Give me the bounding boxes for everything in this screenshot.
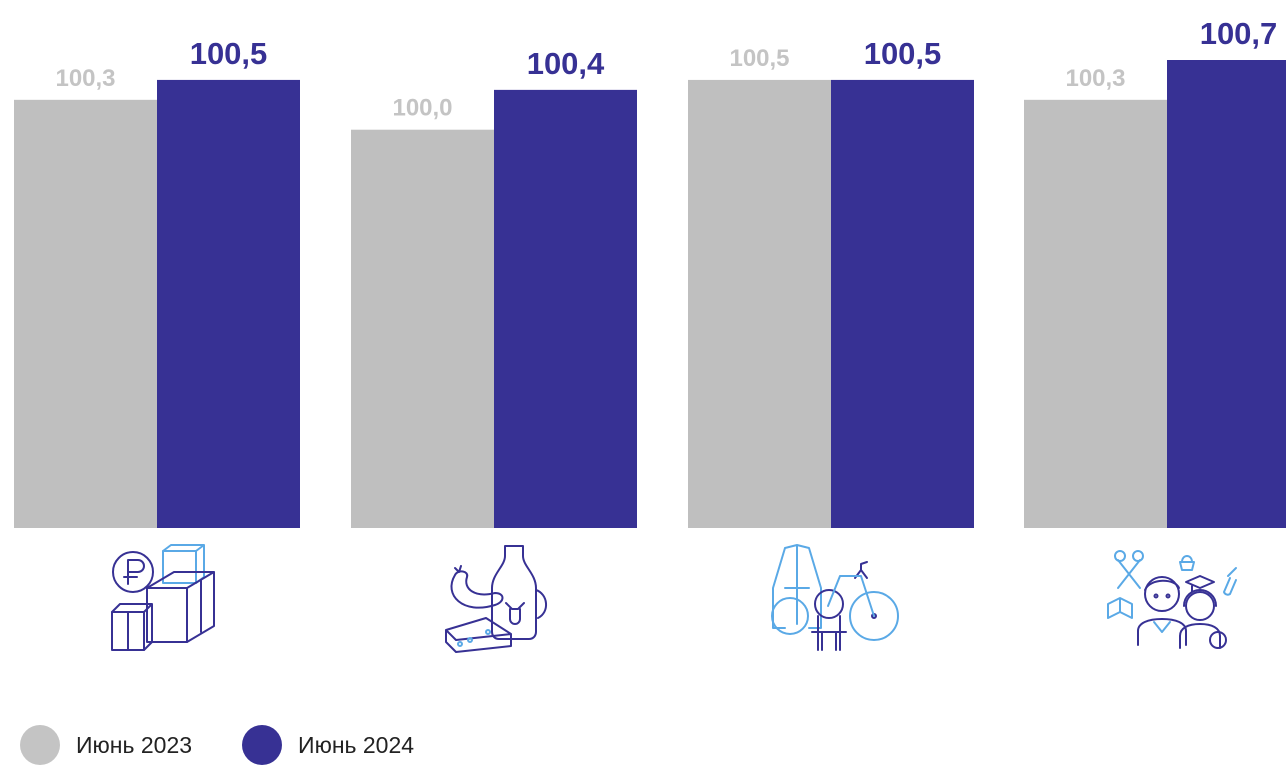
bar-2023-group-3	[688, 79, 831, 529]
money-boxes-icon	[111, 544, 215, 651]
nonfood-goods-icon	[771, 544, 899, 651]
legend-item-2023: Июнь 2023	[20, 725, 192, 765]
legend-item-2024: Июнь 2024	[242, 725, 414, 765]
legend: Июнь 2023 Июнь 2024	[20, 720, 464, 770]
data-label-2024-group-3: 100,5	[864, 36, 942, 71]
legend-label-2023: Июнь 2023	[76, 731, 193, 758]
data-label-2024-group-4: 100,7	[1200, 16, 1278, 51]
data-label-2023-group-1: 100,3	[55, 65, 115, 92]
data-label-2023-group-3: 100,5	[729, 45, 789, 72]
legend-swatch-2023	[20, 725, 60, 765]
data-label-2024-group-2: 100,4	[527, 46, 605, 81]
bar-2024-group-3	[831, 79, 974, 529]
bar-2024-group-1	[157, 79, 300, 529]
bar-2023-group-2	[351, 129, 494, 528]
bar-2023-group-1	[14, 99, 157, 529]
data-label-2024-group-1: 100,5	[190, 36, 268, 71]
services-icon	[1107, 550, 1237, 649]
data-label-2023-group-4: 100,3	[1065, 65, 1125, 92]
bar-2023-group-4	[1024, 99, 1167, 529]
bar-2024-group-2	[494, 89, 637, 528]
bars-layer	[14, 60, 1286, 529]
legend-label-2024: Июнь 2024	[298, 731, 415, 758]
data-labels-layer: 100,3 100,5 100,0 100,4 100,5 100,5 100,3 100,7	[55, 16, 1277, 122]
food-icon	[445, 545, 547, 653]
legend-swatch-2024	[242, 725, 283, 765]
data-label-2023-group-2: 100,0	[392, 95, 452, 122]
bar-2024-group-4	[1167, 60, 1286, 528]
